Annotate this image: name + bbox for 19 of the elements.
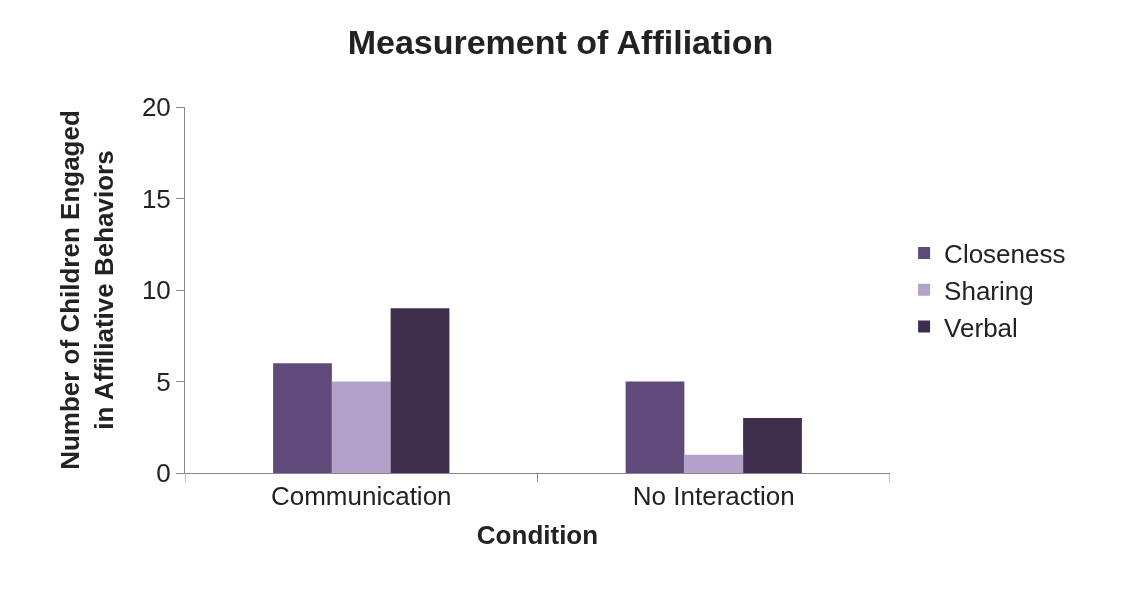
legend-label: Closeness: [944, 239, 1066, 270]
y-tick-label: 20: [141, 92, 171, 123]
legend-label: Verbal: [944, 312, 1018, 343]
y-tick-label: 15: [141, 183, 171, 214]
bar: [331, 381, 391, 473]
bar: [684, 454, 744, 473]
y-axis-title: Number of Children Engaged in Affiliative Behaviors: [55, 110, 120, 470]
x-tick-label: No Interaction: [632, 481, 795, 512]
y-tick-label: 10: [141, 275, 171, 306]
y-tick-label: 5: [156, 366, 171, 397]
x-axis-title: Condition: [476, 519, 599, 550]
legend-label: Sharing: [944, 275, 1034, 306]
bar: [625, 381, 685, 473]
bar: [743, 418, 802, 473]
bar: [273, 363, 332, 473]
bar: [390, 308, 450, 473]
x-tick-label: Communication: [270, 481, 452, 512]
chart-title: Measurement of Affiliation: [347, 23, 774, 62]
y-tick-label: 0: [156, 458, 171, 489]
